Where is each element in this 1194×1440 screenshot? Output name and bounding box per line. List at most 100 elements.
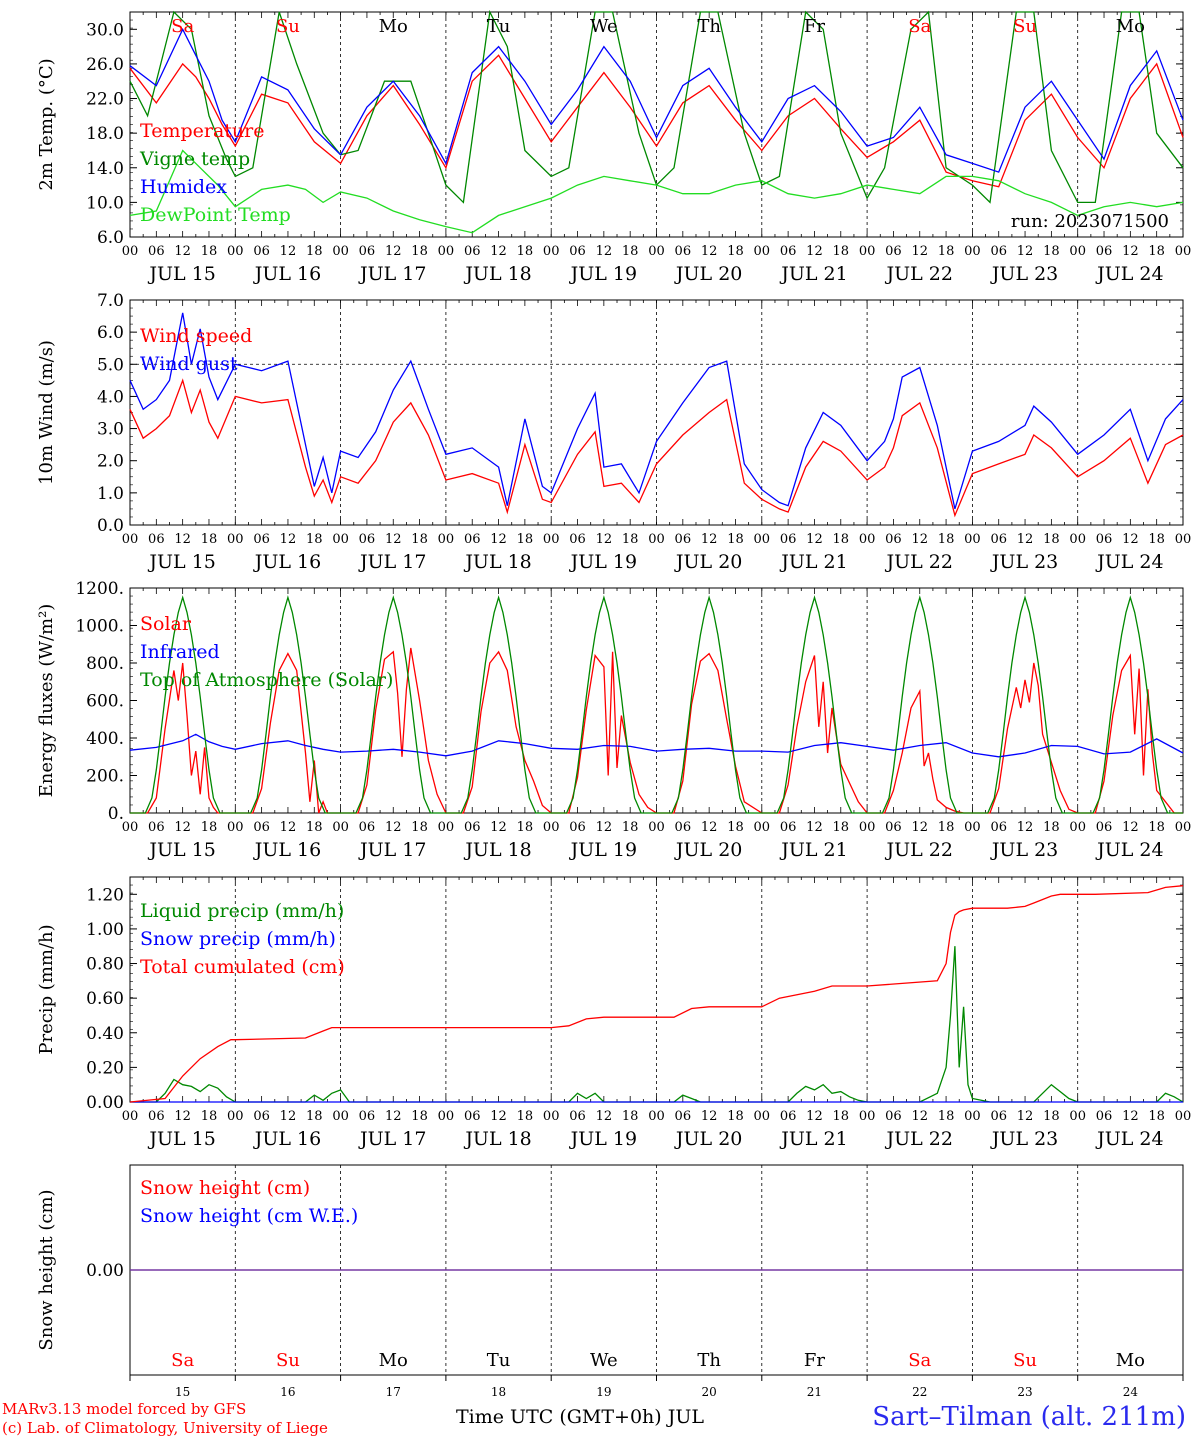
hour-tick-label: 18 xyxy=(1043,244,1060,259)
hour-tick-label: 00 xyxy=(543,532,560,547)
panel-3: 0. 200. 400. 600. 800. 1000. 1200. Energy fluxe… xyxy=(36,579,1191,861)
hour-tick-label: 06 xyxy=(885,532,902,547)
hour-tick-label: 06 xyxy=(885,1109,902,1124)
legend-total-cumulated-cm: Total cumulated (cm) xyxy=(140,956,345,978)
series-solar xyxy=(130,647,1183,814)
hour-tick-label: 18 xyxy=(306,820,323,835)
hour-tick-label: 12 xyxy=(911,1109,928,1124)
hour-tick-label: 00 xyxy=(964,532,981,547)
weekday-label-top: Mo xyxy=(379,16,408,37)
hour-tick-label: 18 xyxy=(411,532,428,547)
hour-tick-label: 00 xyxy=(648,1109,665,1124)
date-tick-label: JUL 21 xyxy=(779,551,847,573)
date-tick-label: JUL 20 xyxy=(674,263,742,285)
date-tick-label: JUL 18 xyxy=(463,839,531,861)
hour-tick-label: 00 xyxy=(1175,244,1192,259)
hour-tick-label: 12 xyxy=(385,244,402,259)
hour-tick-label: 00 xyxy=(438,244,455,259)
hour-tick-label: 06 xyxy=(675,1109,692,1124)
y-tick-label: 0. xyxy=(108,804,124,824)
day-number-label: 20 xyxy=(702,1385,717,1399)
hour-tick-label: 18 xyxy=(833,820,850,835)
hour-tick-label: 00 xyxy=(859,820,876,835)
weekday-label-bottom: Mo xyxy=(379,1350,408,1371)
hour-tick-label: 00 xyxy=(754,820,771,835)
hour-tick-label: 12 xyxy=(174,532,191,547)
hour-tick-label: 12 xyxy=(806,820,823,835)
hour-tick-label: 00 xyxy=(754,244,771,259)
hour-tick-label: 12 xyxy=(596,532,613,547)
day-number-label: 19 xyxy=(596,1385,611,1399)
day-number-label: 23 xyxy=(1017,1385,1032,1399)
hour-tick-label: 06 xyxy=(990,820,1007,835)
hour-tick-label: 12 xyxy=(596,244,613,259)
hour-tick-label: 06 xyxy=(464,820,481,835)
hour-tick-label: 12 xyxy=(1017,1109,1034,1124)
hour-tick-label: 12 xyxy=(1122,244,1139,259)
weekday-label-top: Sa xyxy=(171,16,194,37)
y-tick-label: 0.60 xyxy=(86,989,124,1009)
hour-tick-label: 00 xyxy=(438,820,455,835)
weekday-label-top: Fr xyxy=(804,16,825,37)
hour-tick-label: 06 xyxy=(253,1109,270,1124)
hour-tick-label: 06 xyxy=(148,1109,165,1124)
hour-tick-label: 18 xyxy=(306,244,323,259)
hour-tick-label: 18 xyxy=(1148,244,1165,259)
hour-tick-label: 00 xyxy=(227,244,244,259)
hour-tick-label: 06 xyxy=(780,244,797,259)
hour-tick-label: 00 xyxy=(227,820,244,835)
legend-snow-precip-mm-h: Snow precip (mm/h) xyxy=(140,928,336,950)
date-tick-label: JUL 16 xyxy=(253,1128,321,1150)
hour-tick-label: 06 xyxy=(148,532,165,547)
y-tick-label: 0.80 xyxy=(86,955,124,975)
date-tick-label: JUL 20 xyxy=(674,1128,742,1150)
hour-tick-label: 12 xyxy=(385,1109,402,1124)
date-tick-label: JUL 19 xyxy=(569,551,637,573)
hour-tick-label: 00 xyxy=(859,532,876,547)
y-tick-label: 0.00 xyxy=(86,1261,124,1281)
weekday-label-top: Su xyxy=(1013,16,1037,37)
date-tick-label: JUL 19 xyxy=(569,1128,637,1150)
date-tick-label: JUL 23 xyxy=(990,1128,1058,1150)
hour-tick-label: 12 xyxy=(701,820,718,835)
plot-frame xyxy=(129,587,1184,814)
hour-tick-label: 06 xyxy=(359,532,376,547)
hour-tick-label: 12 xyxy=(385,532,402,547)
date-tick-label: JUL 17 xyxy=(358,1128,426,1150)
hour-tick-label: 12 xyxy=(701,244,718,259)
station-title: Sart–Tilman (alt. 211m) xyxy=(872,1402,1186,1432)
hour-tick-label: 12 xyxy=(701,1109,718,1124)
hour-tick-label: 00 xyxy=(754,532,771,547)
hour-tick-label: 18 xyxy=(1148,532,1165,547)
weekday-label-top: Th xyxy=(697,16,721,37)
hour-tick-label: 12 xyxy=(174,820,191,835)
y-tick-label: 0.20 xyxy=(86,1058,124,1078)
y-tick-label: 2.0 xyxy=(97,452,124,472)
y-tick-label: 1.00 xyxy=(86,920,124,940)
date-tick-label: JUL 16 xyxy=(253,839,321,861)
hour-tick-label: 18 xyxy=(1043,820,1060,835)
hour-tick-label: 18 xyxy=(517,1109,534,1124)
series-wind-gust xyxy=(129,312,1184,510)
date-tick-label: JUL 24 xyxy=(1095,263,1163,285)
hour-tick-label: 18 xyxy=(622,1109,639,1124)
date-tick-label: JUL 23 xyxy=(990,839,1058,861)
hour-tick-label: 00 xyxy=(227,532,244,547)
weekday-label-bottom: Su xyxy=(276,1350,300,1371)
panel-5: 0.00 Snow height (cm) Snow height (cm) Snow… xyxy=(36,1164,1184,1399)
hour-tick-label: 18 xyxy=(727,244,744,259)
date-tick-label: JUL 16 xyxy=(253,551,321,573)
y-tick-label: 26.0 xyxy=(86,55,124,75)
hour-tick-label: 12 xyxy=(1122,820,1139,835)
date-tick-label: JUL 22 xyxy=(885,551,953,573)
hour-tick-label: 12 xyxy=(490,244,507,259)
hour-tick-label: 00 xyxy=(122,244,139,259)
hour-tick-label: 06 xyxy=(990,532,1007,547)
hour-tick-label: 06 xyxy=(780,820,797,835)
date-tick-label: JUL 23 xyxy=(990,551,1058,573)
series-total-cumulated-cm xyxy=(129,885,1184,1103)
legend-dewpoint-temp: DewPoint Temp xyxy=(140,204,291,226)
date-tick-label: JUL 19 xyxy=(569,839,637,861)
series-wind-speed xyxy=(129,378,1184,518)
series-dewpoint-temp xyxy=(129,149,1184,234)
